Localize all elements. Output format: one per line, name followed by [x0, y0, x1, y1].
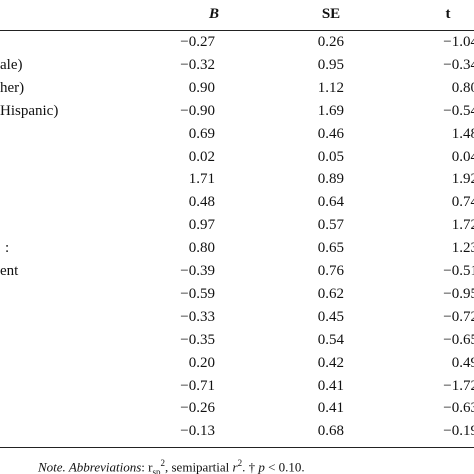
cell-value: 0.41 — [317, 400, 344, 417]
cell-value: −0.95 — [443, 285, 474, 302]
row-label: her) — [0, 79, 25, 96]
note-sub: sp — [152, 466, 161, 474]
cell-value: 0.45 — [317, 308, 344, 325]
bottom-rule — [0, 447, 474, 448]
cell-value: −0.90 — [180, 102, 215, 119]
cell-value: 1.48 — [451, 125, 474, 142]
cell-value: 0.89 — [317, 171, 344, 188]
cell-value: 1.69 — [317, 102, 344, 119]
note-text: . † — [242, 459, 259, 474]
cell-value: −0.63 — [443, 400, 474, 417]
cell-value: 0.95 — [317, 56, 344, 73]
cell-value: 0.02 — [188, 148, 215, 165]
cell-value: 0.26 — [317, 34, 344, 50]
cell-value: −0.39 — [180, 263, 215, 279]
cell-value: −0.32 — [180, 56, 215, 73]
cell-value: 0.68 — [317, 423, 344, 440]
cell-value: 0.74 — [451, 194, 474, 211]
row-label: ale) — [0, 56, 23, 73]
cell-value: 0.46 — [317, 125, 344, 142]
note-lead: Note. Abbreviations — [38, 459, 142, 474]
column-header: t — [445, 6, 451, 22]
row-label: Hispanic) — [0, 102, 59, 119]
cell-value: −0.51 — [443, 263, 474, 279]
cell-value: 0.69 — [188, 125, 215, 142]
cell-value: 0.76 — [317, 263, 344, 279]
note-text: , semipartial — [165, 459, 233, 474]
cell-value: −0.72 — [443, 308, 474, 325]
note-text: : r — [141, 459, 153, 474]
cell-value: 0.64 — [317, 194, 344, 211]
cell-value: 0.62 — [317, 285, 344, 302]
cell-value: −0.26 — [180, 400, 215, 417]
cell-value: 0.42 — [317, 354, 344, 371]
cell-value: 1.72 — [451, 217, 474, 234]
note-text: < 0.10. — [264, 459, 305, 474]
note-text: p — [258, 459, 265, 474]
table-note: Note. Abbreviations: rsp2, semipartial r… — [38, 455, 305, 474]
cell-value: −0.54 — [443, 102, 474, 119]
cell-value: −0.65 — [443, 331, 474, 348]
note-sup: 2 — [237, 458, 243, 468]
cell-value: 0.49 — [451, 354, 474, 371]
cell-value: 0.57 — [317, 217, 344, 234]
cell-value: −0.27 — [180, 34, 215, 50]
cell-value: 0.90 — [188, 79, 215, 96]
header-rule — [0, 30, 474, 31]
cell-value: 0.04 — [451, 148, 474, 165]
cell-value: 0.54 — [317, 331, 344, 348]
cell-value: −0.34 — [443, 56, 474, 73]
note-text: r — [232, 459, 238, 474]
cell-value: −0.59 — [180, 285, 215, 302]
cell-value: 1.92 — [451, 171, 474, 188]
cell-value: 1.71 — [188, 171, 215, 188]
cell-value: 0.97 — [188, 217, 215, 234]
cell-value: −0.33 — [180, 308, 215, 325]
cell-value: 0.80 — [188, 240, 215, 257]
column-header: B — [208, 6, 219, 22]
note-sup: 2 — [160, 458, 166, 468]
row-label: ent — [0, 263, 19, 279]
cell-value: 0.80 — [451, 79, 474, 96]
cell-value: 1.12 — [317, 79, 344, 96]
cell-value: −1.72 — [443, 377, 474, 394]
cell-value: −0.19 — [443, 423, 474, 440]
cell-value: −0.71 — [180, 377, 215, 394]
cell-value: 0.65 — [317, 240, 344, 257]
cell-value: 0.20 — [188, 354, 215, 371]
cell-value: −0.13 — [180, 423, 215, 440]
row-label: : — [5, 240, 10, 257]
cell-value: 0.48 — [188, 194, 215, 211]
cell-value: −1.04 — [443, 34, 474, 50]
cell-value: 0.05 — [317, 148, 344, 165]
cell-value: 0.41 — [317, 377, 344, 394]
column-header: SE — [321, 6, 341, 22]
cell-value: 1.23 — [451, 240, 474, 257]
cell-value: −0.35 — [180, 331, 215, 348]
